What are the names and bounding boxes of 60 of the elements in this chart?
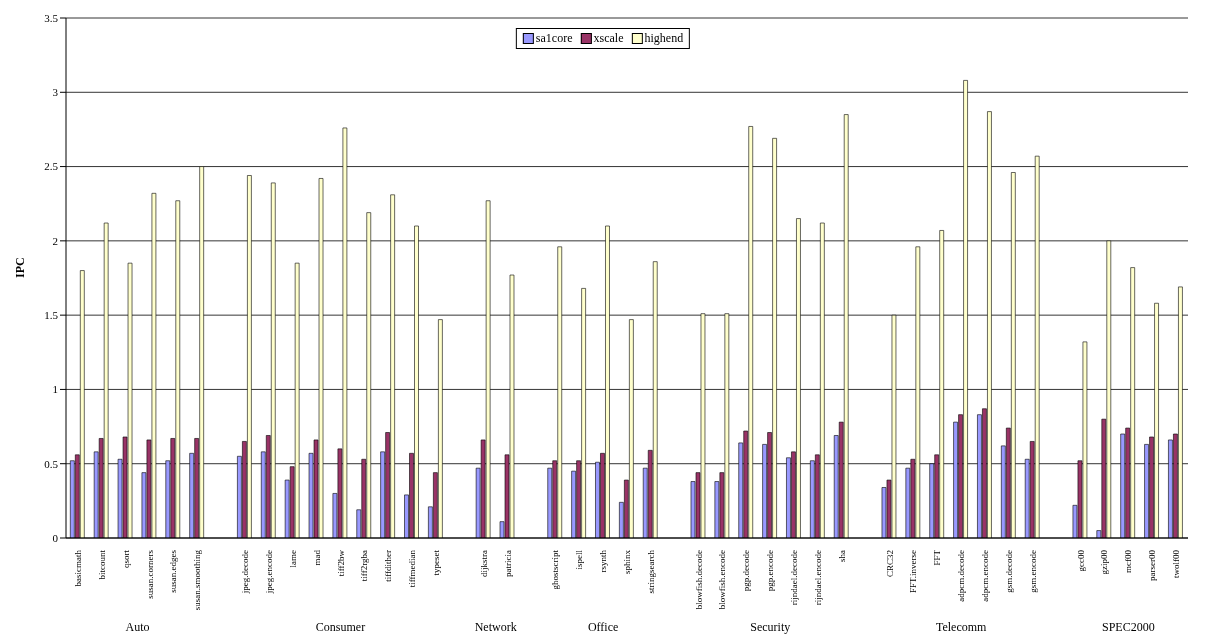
x-tick-label: gsm.encode bbox=[1027, 550, 1038, 593]
y-tick-label: 0 bbox=[52, 531, 59, 544]
x-tick-label: blowfish.decode bbox=[693, 550, 704, 610]
x-tick-label: patricia bbox=[502, 550, 513, 577]
x-tick-label: tiffmedian bbox=[407, 549, 418, 588]
x-tick-label: pgp.encode bbox=[765, 550, 776, 592]
y-tick-label: 3.5 bbox=[44, 11, 59, 24]
x-tick-label: gcc00 bbox=[1075, 549, 1086, 572]
x-tick-label: lame bbox=[287, 550, 298, 568]
x-tick-label: susan.corners bbox=[144, 549, 155, 599]
x-tick-label: susan.smoothing bbox=[192, 549, 203, 611]
text: Security bbox=[750, 620, 791, 635]
x-tick-label: dijkstra bbox=[478, 550, 489, 577]
x-tick-label: FFT bbox=[932, 549, 943, 566]
x-tick-label: gzip00 bbox=[1099, 549, 1110, 575]
x-tick-label: tiff2bw bbox=[335, 549, 346, 577]
x-tick-label: mad bbox=[311, 549, 322, 566]
text: Network bbox=[474, 620, 517, 635]
x-tick-label: CRC32 bbox=[884, 550, 895, 578]
legend-label: xscale bbox=[593, 31, 624, 46]
x-tick-label: jpeg.decode bbox=[240, 550, 251, 595]
text: SPEC2000 bbox=[1101, 620, 1155, 635]
x-tick-label: ispell bbox=[574, 549, 585, 570]
legend-label: sa1core bbox=[535, 31, 573, 46]
text: Office bbox=[587, 620, 619, 635]
x-tick-label: adpcm.decode bbox=[956, 550, 967, 602]
x-tick-label: parser00 bbox=[1147, 549, 1158, 581]
x-tick-label: FFT.inverse bbox=[908, 550, 919, 594]
y-tick-label: 2.5 bbox=[44, 160, 59, 173]
x-tick-label: basicmath bbox=[72, 549, 83, 587]
x-tick-label: rijndael.decode bbox=[789, 550, 800, 606]
x-tick-label: rijndael.encode bbox=[812, 550, 823, 606]
legend-label: highend bbox=[644, 31, 684, 46]
x-tick-label: adpcm.encode bbox=[980, 550, 991, 602]
x-tick-label: tiffdither bbox=[383, 550, 394, 582]
y-axis-title: IPC bbox=[13, 257, 28, 278]
y-tick-label: 2 bbox=[52, 234, 58, 247]
x-tick-label: sha bbox=[836, 550, 847, 562]
text: Auto bbox=[125, 620, 150, 635]
x-tick-label: gsm.decode bbox=[1003, 550, 1014, 593]
y-tick-label: 1.5 bbox=[44, 309, 59, 322]
x-tick-label: blowfish.encode bbox=[717, 550, 728, 610]
y-tick-label: 0.5 bbox=[44, 457, 59, 470]
x-tick-label: bitcount bbox=[96, 549, 107, 580]
x-tick-label: qsort bbox=[120, 549, 131, 568]
y-tick-label: 3 bbox=[52, 86, 59, 99]
x-tick-label: typeset bbox=[431, 549, 442, 576]
x-tick-label: jpeg.encode bbox=[263, 550, 274, 595]
x-tick-label: susan.edges bbox=[168, 549, 179, 593]
x-tick-label: tiff2rgba bbox=[359, 550, 370, 582]
x-tick-label: sphinx bbox=[622, 549, 632, 575]
x-tick-label: mcf00 bbox=[1123, 549, 1134, 573]
x-tick-label: stringsearch bbox=[645, 549, 656, 594]
text: Telecomm bbox=[935, 620, 987, 635]
x-tick-label: pgp.decode bbox=[741, 550, 752, 592]
text: Consumer bbox=[315, 620, 366, 635]
x-tick-label: rsynth bbox=[598, 549, 609, 573]
x-tick-label: twolf00 bbox=[1171, 549, 1182, 578]
y-tick-label: 1 bbox=[52, 383, 58, 396]
x-tick-label: ghostscript bbox=[550, 549, 561, 590]
